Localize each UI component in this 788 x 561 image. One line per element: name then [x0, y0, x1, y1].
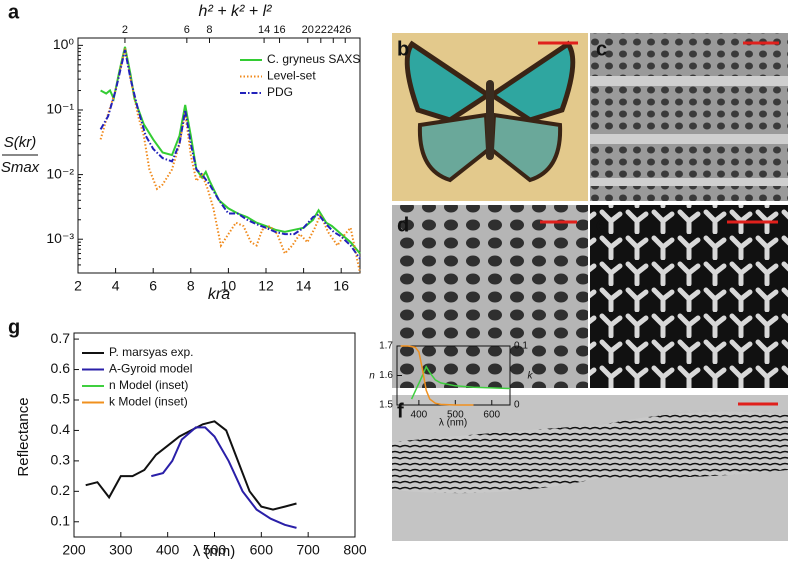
panel-label: f [397, 400, 404, 422]
inset-x-label: λ (nm) [439, 418, 467, 429]
y2-tick-label: 0 [514, 400, 520, 411]
panel-e-image [590, 205, 788, 388]
x2-tick-label: 6 [184, 24, 190, 36]
panel-d-image [392, 205, 588, 388]
x-axis-label: kra [208, 286, 230, 303]
inset-y2-label: k [528, 371, 534, 382]
y-tick-label: 10⁻¹ [46, 101, 74, 117]
y-tick-label: 10⁰ [53, 36, 75, 52]
y-tick-label: 0.4 [51, 421, 71, 437]
legend-label: k Model (inset) [109, 395, 188, 409]
x2-tick-label: 2 [122, 24, 128, 36]
y-axis-label: Reflectance [15, 397, 32, 476]
y2-tick-label: 0.1 [514, 341, 528, 352]
panel-label: c [596, 38, 607, 60]
y-tick-label: 10⁻² [46, 165, 74, 181]
y-tick-label: 1.7 [379, 341, 393, 352]
panel-label: a [8, 1, 20, 23]
x-tick-label: 14 [296, 278, 312, 294]
data-line [151, 426, 297, 529]
x-tick-label: 400 [156, 542, 180, 558]
x2-tick-label: 24 [327, 24, 339, 36]
panel-f-image [392, 395, 788, 541]
x2-tick-label: 16 [273, 24, 285, 36]
data-line [99, 48, 361, 274]
y-tick-label: 1.5 [379, 400, 393, 411]
x-tick-label: 16 [333, 278, 349, 294]
y-tick-label: 0.3 [51, 452, 71, 468]
x-tick-label: 8 [187, 278, 195, 294]
x-tick-label: 12 [258, 278, 274, 294]
x2-tick-label: 8 [206, 24, 212, 36]
x-tick-label: 600 [250, 542, 274, 558]
x-tick-label: 4 [112, 278, 120, 294]
x2-tick-label: 26 [339, 24, 351, 36]
legend-label: Level-set [267, 69, 316, 83]
panel-label: g [8, 316, 20, 338]
x-tick-label: 400 [411, 410, 428, 421]
inset-y-label: n [369, 371, 375, 382]
panel-b-photo [392, 33, 588, 201]
x2-tick-label: 22 [315, 24, 327, 36]
x-tick-label: 10 [221, 278, 237, 294]
x-tick-label: 2 [74, 278, 82, 294]
legend-label: PDG [267, 85, 293, 99]
panel-label: e [596, 214, 607, 236]
x-tick-label: 6 [149, 278, 157, 294]
y-axis-label: S(kr) [4, 134, 37, 151]
x-axis-label: λ (nm) [193, 543, 236, 560]
data-line [85, 420, 297, 511]
data-line [400, 345, 474, 406]
legend-label: C. gryneus SAXS [267, 52, 360, 66]
x-tick-label: 700 [296, 542, 320, 558]
x-tick-label: 500 [203, 542, 227, 558]
y-tick-label: 0.1 [51, 512, 71, 528]
x-tick-label: 300 [109, 542, 133, 558]
legend-label: n Model (inset) [109, 378, 188, 392]
panel-c-image [590, 33, 788, 201]
x-tick-label: 800 [343, 542, 367, 558]
data-line [100, 46, 361, 255]
y-tick-label: 0.2 [51, 482, 71, 498]
panel-label: d [397, 214, 409, 236]
x-tick-label: 500 [447, 410, 464, 421]
legend-label: P. marsyas exp. [109, 345, 193, 359]
y-axis-label-denominator: Smax [1, 159, 40, 176]
y-tick-label: 0.6 [51, 360, 71, 376]
panel-label: b [397, 38, 409, 60]
x2-axis-label: h² + k² + l² [199, 3, 273, 20]
y-tick-label: 10⁻³ [46, 230, 74, 246]
data-line [99, 49, 361, 260]
x2-tick-label: 14 [258, 24, 270, 36]
y-tick-label: 0.5 [51, 391, 71, 407]
y-tick-label: 1.6 [379, 370, 393, 381]
legend-label: A-Gyroid model [109, 362, 192, 376]
data-line [410, 365, 511, 400]
x-tick-label: 200 [62, 542, 86, 558]
y-tick-label: 0.7 [51, 330, 71, 346]
x2-tick-label: 20 [302, 24, 314, 36]
x-tick-label: 600 [483, 410, 500, 421]
